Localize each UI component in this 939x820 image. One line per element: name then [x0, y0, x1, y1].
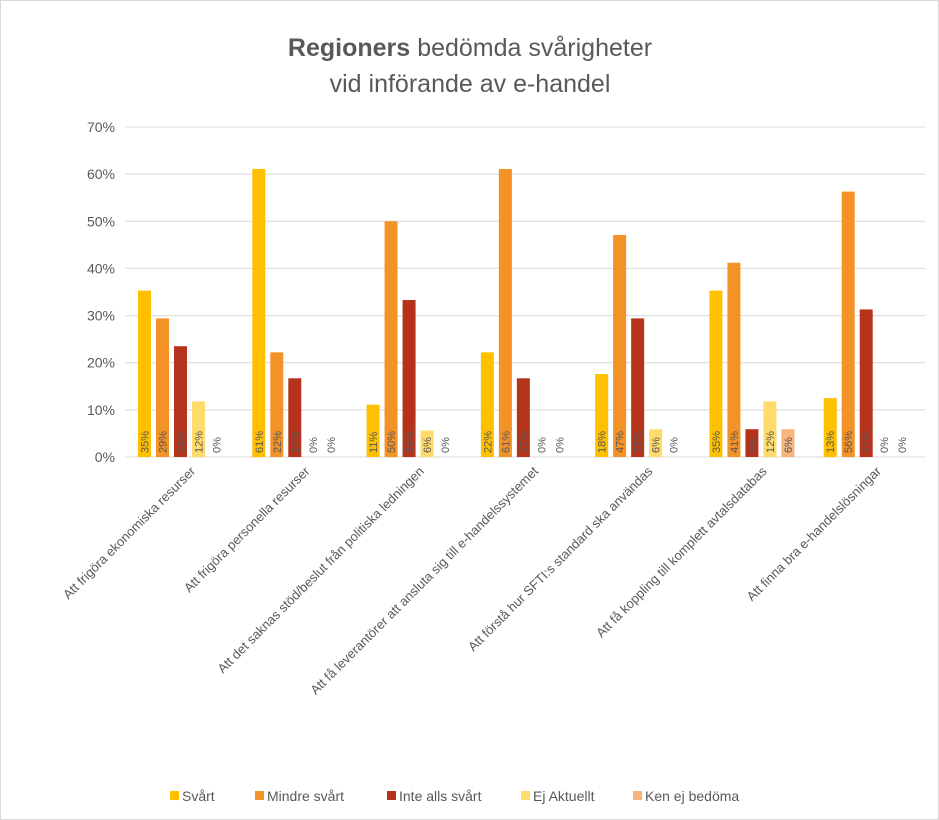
bar — [138, 290, 151, 457]
legend-swatch — [255, 791, 264, 800]
bar — [156, 318, 169, 457]
legend-label: Ken ej bedöma — [645, 788, 739, 804]
y-tick-label: 30% — [87, 308, 115, 324]
data-label: 0% — [536, 437, 548, 453]
bar — [480, 352, 494, 457]
bar — [516, 378, 530, 457]
y-tick-label: 0% — [95, 449, 115, 465]
data-label: 0% — [897, 437, 909, 453]
legend-label: Ej Aktuellt — [533, 788, 595, 804]
y-tick-label: 60% — [87, 166, 115, 182]
legend-swatch — [633, 791, 642, 800]
data-label: 0% — [326, 437, 338, 453]
data-label: 41% — [729, 431, 741, 453]
data-label: 11% — [368, 432, 380, 453]
bar — [288, 378, 302, 457]
bar — [420, 430, 434, 457]
data-label: 6% — [783, 437, 795, 453]
data-label: 13% — [825, 431, 837, 453]
legend-swatch — [521, 791, 530, 800]
data-label: 33% — [404, 431, 416, 453]
legend-label: Inte alls svårt — [399, 788, 482, 804]
bar — [727, 262, 741, 457]
bar — [366, 404, 380, 457]
data-label: 6% — [651, 437, 663, 453]
data-label: 24% — [176, 431, 188, 453]
data-label: 50% — [386, 431, 398, 453]
bar — [192, 401, 205, 457]
bar — [174, 346, 187, 457]
bar — [498, 168, 512, 457]
data-label: 35% — [140, 431, 152, 453]
data-label: 22% — [482, 431, 494, 453]
bar — [841, 191, 855, 458]
bar — [270, 352, 284, 457]
data-label: 17% — [290, 431, 302, 453]
y-tick-label: 50% — [87, 213, 115, 229]
bar — [252, 168, 266, 457]
y-tick-label: 70% — [87, 119, 115, 135]
data-label: 56% — [843, 431, 855, 453]
bar — [781, 429, 795, 457]
bar — [745, 429, 759, 457]
data-label: 6% — [747, 437, 759, 453]
bar — [823, 398, 837, 457]
chart-title: Regioners bedömda svårigheter — [288, 34, 652, 62]
data-label: 0% — [554, 437, 566, 453]
data-label: 0% — [308, 437, 320, 453]
bar — [709, 290, 723, 457]
bar — [402, 300, 416, 457]
data-label: 35% — [711, 431, 723, 453]
chart-title: vid införande av e-handel — [330, 70, 611, 98]
data-label: 31% — [861, 431, 873, 453]
data-label: 22% — [272, 431, 284, 453]
legend-swatch — [387, 791, 396, 800]
bar — [859, 309, 873, 457]
bar — [384, 221, 398, 457]
data-label: 47% — [615, 431, 627, 453]
data-label: 29% — [158, 431, 170, 453]
title-line: bedömda svårigheter — [417, 34, 652, 62]
y-tick-label: 40% — [87, 260, 115, 276]
bar — [613, 234, 627, 457]
data-label: 12% — [194, 431, 206, 453]
data-label: 0% — [669, 437, 681, 453]
data-label: 29% — [633, 431, 645, 453]
data-label: 12% — [765, 431, 777, 453]
data-label: 0% — [440, 437, 452, 453]
title-bold: Regioners — [288, 34, 410, 62]
bar — [649, 429, 663, 457]
data-label: 18% — [597, 431, 609, 453]
legend-swatch — [170, 791, 179, 800]
bar — [595, 374, 609, 457]
data-label: 0% — [212, 437, 224, 453]
data-label: 17% — [518, 431, 530, 453]
bar — [631, 318, 645, 457]
legend-label: Svårt — [182, 788, 215, 804]
data-label: 61% — [500, 431, 512, 453]
data-label: 0% — [879, 437, 891, 453]
bar — [763, 401, 777, 457]
y-tick-label: 10% — [87, 402, 115, 418]
data-label: 6% — [422, 437, 434, 453]
y-tick-label: 20% — [87, 355, 115, 371]
legend-label: Mindre svårt — [267, 788, 344, 804]
data-label: 61% — [254, 431, 266, 453]
